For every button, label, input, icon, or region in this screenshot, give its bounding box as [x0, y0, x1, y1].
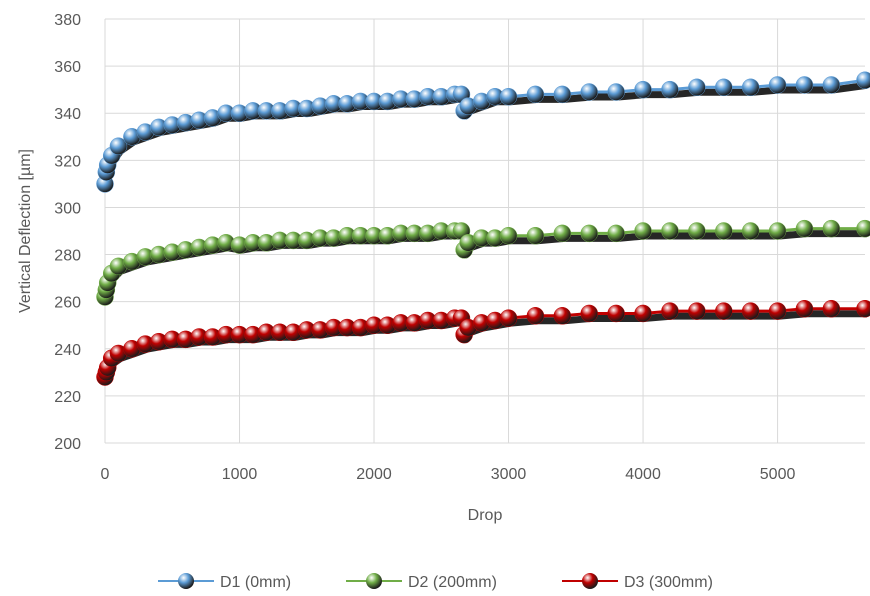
x-tick-label: 3000 [491, 466, 527, 483]
legend-item-1: D1 (0mm) [158, 573, 291, 591]
data-point [822, 299, 841, 318]
plot-area [96, 71, 870, 386]
data-point [741, 302, 760, 320]
data-point [768, 76, 787, 94]
y-tick-label: 340 [54, 106, 81, 123]
data-point [526, 85, 545, 104]
x-axis-title: Drop [468, 507, 503, 524]
y-tick-label: 200 [54, 436, 81, 453]
data-point [526, 226, 545, 245]
data-point [822, 76, 841, 94]
y-tick-label: 360 [54, 59, 81, 76]
data-point [741, 222, 760, 240]
series-3 [96, 299, 870, 386]
data-point [634, 80, 652, 99]
data-point [499, 87, 518, 106]
data-point [607, 83, 625, 101]
data-point [580, 304, 598, 323]
data-point [688, 78, 706, 97]
y-tick-label: 280 [54, 248, 81, 265]
series-2 [96, 219, 870, 306]
data-point [109, 137, 128, 155]
x-tick-label: 2000 [356, 466, 392, 483]
data-point [795, 219, 814, 238]
series-1 [96, 71, 870, 193]
data-point [715, 222, 733, 240]
x-tick-label: 0 [101, 466, 110, 483]
legend-label: D2 (200mm) [408, 574, 497, 591]
data-point [856, 299, 870, 318]
data-point [499, 309, 518, 327]
data-point [553, 307, 572, 325]
data-point [526, 307, 545, 325]
data-point [580, 224, 598, 243]
y-tick-label: 220 [54, 389, 81, 406]
data-point [634, 304, 652, 323]
legend-label: D1 (0mm) [220, 574, 291, 591]
y-tick-label: 240 [54, 342, 81, 359]
y-tick-labels: 200 220 240 260 280 300 320 340 360 380 [54, 12, 81, 453]
data-point [795, 76, 814, 94]
x-tick-label: 5000 [760, 466, 796, 483]
y-tick-label: 300 [54, 200, 81, 217]
data-point [741, 78, 760, 97]
data-point [499, 226, 518, 245]
y-tick-label: 260 [54, 295, 81, 312]
data-point [553, 85, 572, 104]
x-tick-label: 1000 [222, 466, 258, 483]
y-tick-label: 320 [54, 153, 81, 170]
data-point [856, 219, 870, 238]
data-point [768, 302, 787, 320]
legend-marker [178, 573, 194, 589]
legend-marker [582, 573, 598, 589]
data-point [580, 83, 598, 101]
x-tick-labels: 0 1000 2000 3000 4000 5000 [101, 466, 796, 483]
data-point [661, 222, 679, 240]
data-point [661, 80, 679, 99]
data-point [553, 224, 572, 243]
data-point [795, 299, 814, 318]
legend: D1 (0mm) D2 (200mm) D3 (300mm) [158, 573, 713, 591]
data-point [688, 222, 706, 240]
data-point [661, 302, 679, 320]
data-point [715, 78, 733, 97]
legend-item-2: D2 (200mm) [346, 573, 497, 591]
data-point [607, 224, 625, 243]
x-tick-label: 4000 [625, 466, 661, 483]
data-point [856, 71, 870, 89]
data-point [607, 304, 625, 323]
y-axis-title: Vertical Deflection [µm] [17, 149, 34, 313]
data-point [715, 302, 733, 320]
data-point [634, 222, 652, 240]
y-tick-label: 380 [54, 12, 81, 29]
legend-marker [366, 573, 382, 589]
legend-item-3: D3 (300mm) [562, 573, 713, 591]
data-point [768, 222, 787, 240]
data-point [688, 302, 706, 320]
data-point [822, 219, 841, 238]
legend-label: D3 (300mm) [624, 574, 713, 591]
